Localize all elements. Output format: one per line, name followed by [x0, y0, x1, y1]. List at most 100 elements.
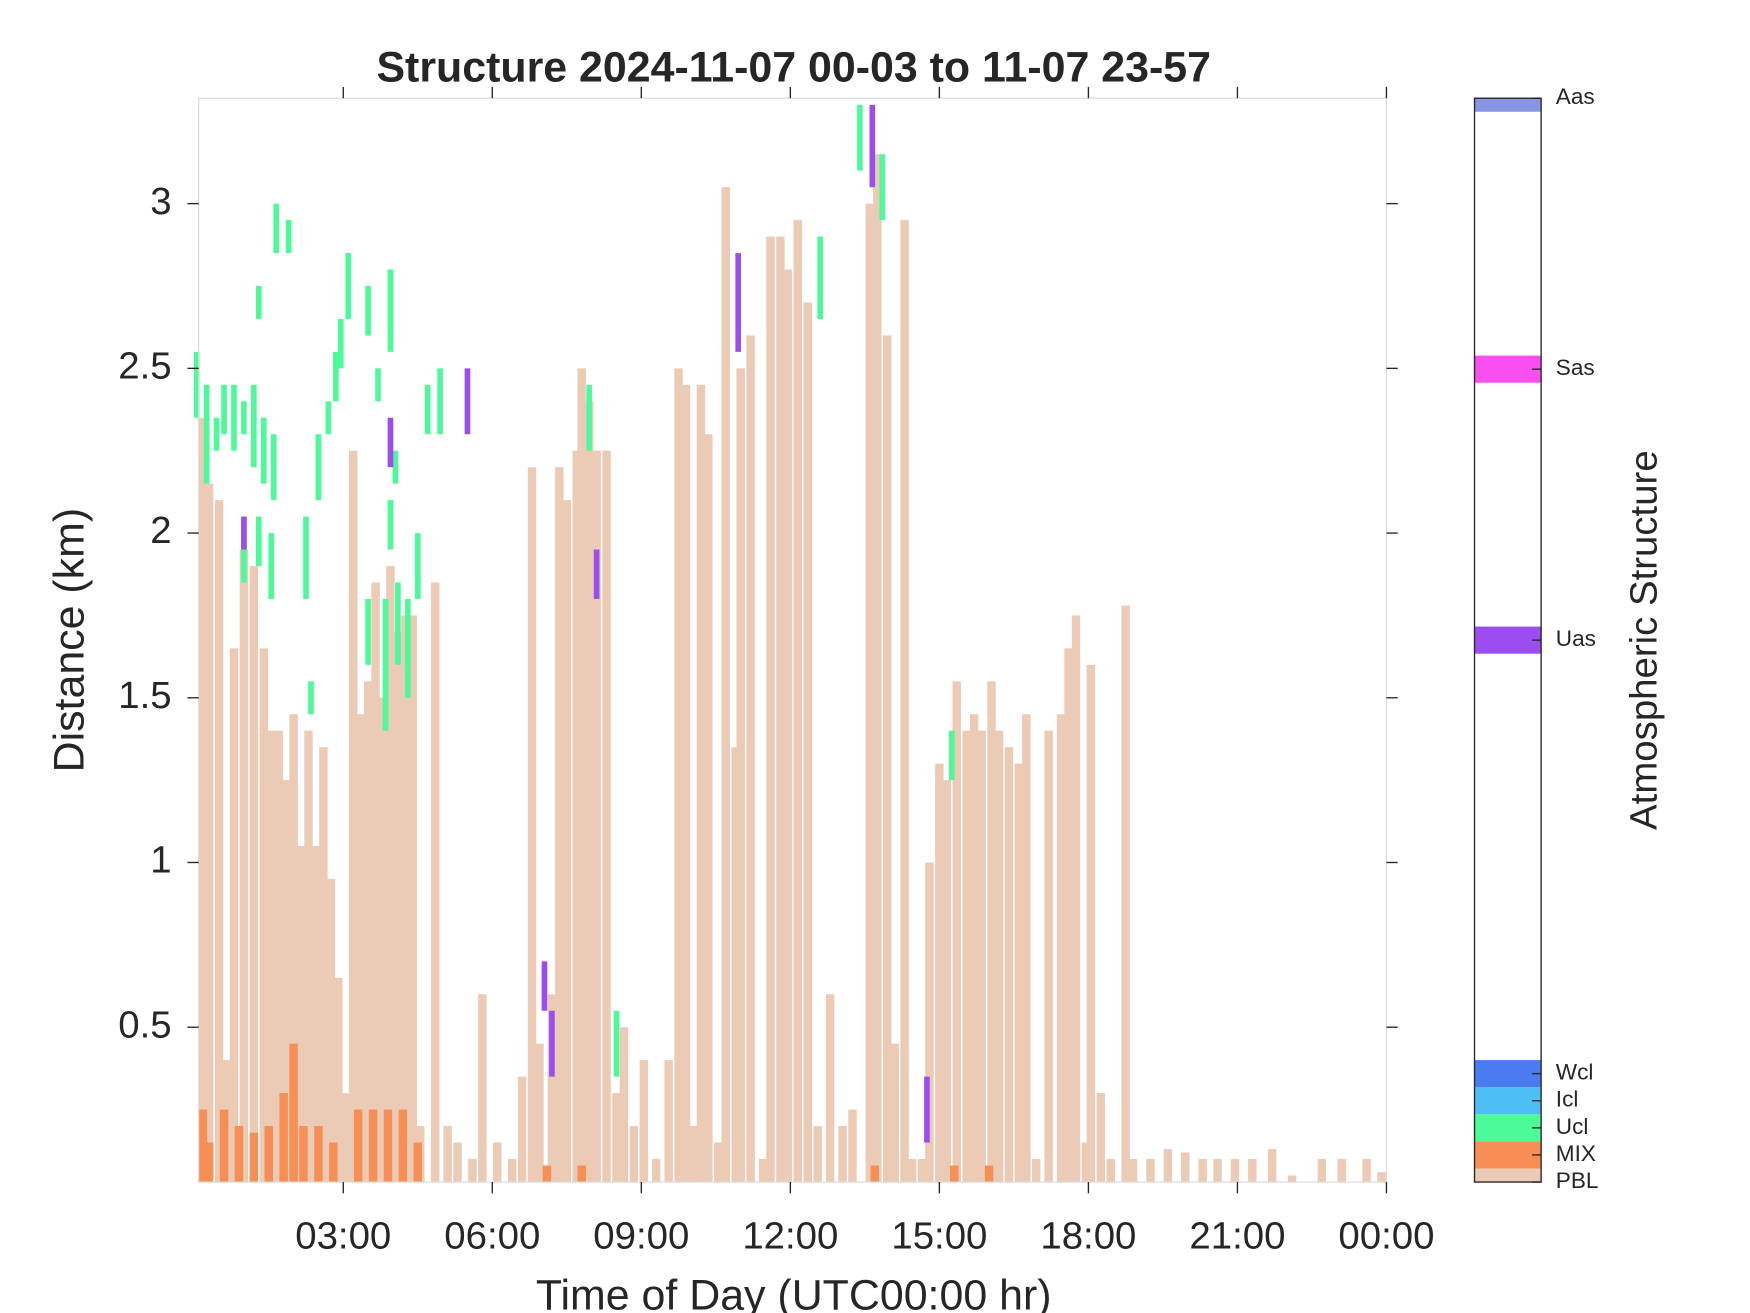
bar-pbl — [430, 582, 440, 1183]
colorbar-swatch — [1474, 355, 1542, 383]
segment-uas — [735, 253, 742, 352]
bar-mix — [870, 1165, 880, 1183]
segment-ucl — [405, 598, 411, 698]
segment-ucl — [268, 533, 275, 599]
bar-mix — [299, 1126, 308, 1183]
bar-pbl — [493, 1142, 502, 1183]
bar-pbl — [214, 500, 224, 1183]
bar-pbl — [1121, 605, 1130, 1183]
bar-pbl — [468, 1158, 477, 1183]
bar-pbl — [304, 730, 313, 1183]
x-axis-label: Time of Day (UTC00:00 hr) — [536, 1272, 1052, 1313]
bar-pbl — [612, 1093, 621, 1183]
segment-ucl — [303, 516, 309, 599]
segment-ucl — [315, 434, 322, 501]
segment-uas — [593, 549, 600, 599]
bar-pbl — [942, 780, 952, 1183]
bar-pbl — [281, 780, 291, 1183]
bar-mix — [542, 1165, 552, 1183]
colorbar-label: Atmospheric Structure — [1622, 450, 1665, 830]
plot-frame — [198, 97, 1388, 1183]
bar-pbl — [1086, 664, 1096, 1183]
bar-pbl — [664, 1060, 673, 1183]
segment-uas — [549, 1010, 555, 1077]
bar-pbl — [776, 236, 785, 1183]
bar-mix — [198, 1109, 208, 1183]
bar-pbl — [1287, 1175, 1297, 1183]
segment-uas — [387, 417, 394, 468]
bar-pbl — [1163, 1149, 1173, 1183]
bar-pbl — [602, 450, 611, 1183]
bar-mix — [249, 1132, 259, 1183]
segment-ucl — [382, 598, 389, 731]
bar-pbl — [584, 401, 594, 1183]
bar-pbl — [229, 648, 239, 1183]
bar-pbl — [535, 1043, 544, 1183]
bar-pbl — [1230, 1158, 1240, 1183]
bar-pbl — [994, 730, 1004, 1183]
segment-ucl — [387, 500, 394, 550]
bar-mix — [329, 1142, 338, 1183]
segment-ucl — [213, 417, 220, 451]
bar-pbl — [1106, 1158, 1115, 1183]
colorbar-tick-label: MIX — [1556, 1141, 1596, 1166]
bar-pbl — [758, 1158, 768, 1183]
segment-ucl — [285, 220, 292, 254]
bar-pbl — [249, 566, 259, 1183]
bar-pbl — [443, 1126, 452, 1183]
segment-ucl — [387, 269, 394, 352]
segment-ucl — [414, 533, 421, 599]
bar-mix — [204, 1142, 214, 1183]
bar-pbl — [639, 1060, 649, 1183]
bar-pbl — [363, 681, 373, 1183]
bar-mix — [984, 1165, 994, 1183]
bar-pbl — [348, 450, 358, 1183]
bar-mix — [353, 1109, 363, 1183]
bar-pbl — [1022, 714, 1031, 1183]
x-tick-label: 06:00 — [444, 1215, 540, 1258]
bar-pbl — [527, 467, 537, 1183]
bar-pbl — [198, 417, 208, 1183]
colorbar-tick-label: Sas — [1556, 355, 1595, 380]
segment-ucl — [857, 104, 863, 171]
y-tick-label: 2 — [150, 509, 171, 552]
bar-mix — [577, 1165, 586, 1183]
x-tick-label: 12:00 — [742, 1215, 838, 1258]
bar-pbl — [696, 384, 706, 1183]
segment-ucl — [251, 384, 257, 468]
bar-pbl — [1071, 615, 1081, 1183]
segment-uas — [924, 1076, 930, 1143]
bar-pbl — [326, 878, 336, 1183]
bar-pbl — [507, 1158, 517, 1183]
bar-mix — [950, 1165, 959, 1183]
bar-pbl — [736, 368, 745, 1183]
segment-ucl — [613, 1010, 620, 1077]
segment-ucl — [424, 384, 431, 435]
segment-uas — [869, 104, 876, 188]
bar-pbl — [239, 549, 249, 1183]
y-tick-label: 1 — [150, 839, 171, 882]
bar-pbl — [401, 615, 410, 1183]
bar-pbl — [1181, 1152, 1190, 1183]
colorbar-tick-label: PBL — [1556, 1168, 1599, 1193]
bar-pbl — [969, 714, 979, 1183]
segment-ucl — [255, 516, 262, 567]
bar-pbl — [478, 994, 487, 1183]
bar-pbl — [378, 697, 388, 1183]
bar-pbl — [925, 862, 934, 1183]
bar-pbl — [1213, 1158, 1222, 1183]
bar-pbl — [766, 236, 775, 1183]
bar-pbl — [1248, 1158, 1257, 1183]
bar-pbl — [1064, 648, 1073, 1183]
bar-pbl — [334, 977, 343, 1183]
bar-pbl — [890, 1043, 899, 1183]
bar-mix — [383, 1109, 393, 1183]
bar-pbl — [629, 1126, 639, 1183]
x-tick-label: 09:00 — [593, 1215, 689, 1258]
bar-pbl — [408, 615, 418, 1183]
segment-ucl — [231, 384, 237, 451]
bar-pbl — [813, 1126, 822, 1183]
segment-uas — [541, 961, 548, 1011]
bar-pbl — [1096, 1093, 1106, 1183]
